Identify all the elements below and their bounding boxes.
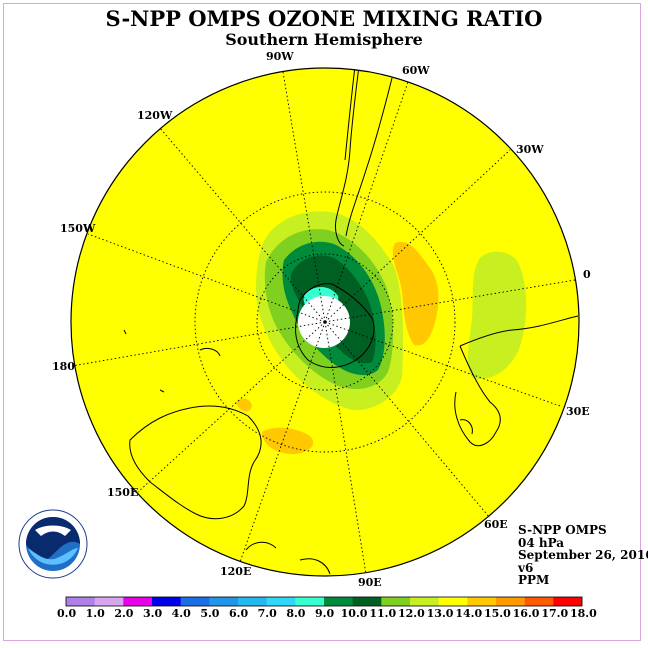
- lon-label-30w: 30W: [516, 143, 544, 156]
- colorbar-tick-label: 14.0: [455, 607, 483, 620]
- colorbar-swatch: [295, 597, 325, 606]
- colorbar-tick-label: 15.0: [484, 607, 511, 620]
- colorbar-tick-label: 9.0: [315, 607, 335, 620]
- map-boundary: [70, 67, 580, 577]
- colorbar-tick-label: 6.0: [229, 607, 249, 620]
- colorbar-swatch: [152, 597, 181, 606]
- colorbar-swatch: [123, 597, 153, 606]
- colorbar-swatch: [266, 597, 296, 606]
- info-date: September 26, 2016: [518, 548, 648, 562]
- lon-label-0: 0: [583, 268, 591, 281]
- orange-patch-south: [262, 427, 314, 455]
- info-version: v6: [518, 560, 534, 575]
- lon-label-60w: 60W: [402, 64, 430, 77]
- colorbar-tick-label: 17.0: [541, 607, 569, 620]
- info-block: S-NPP OMPS 04 hPa September 26, 2016 v6 …: [518, 524, 648, 587]
- colorbar-tick-label: 7.0: [257, 607, 277, 620]
- colorbar-swatch: [524, 597, 554, 606]
- colorbar-swatch: [553, 597, 583, 606]
- figure-frame: [3, 3, 641, 641]
- lon-label-60e: 60E: [484, 518, 508, 531]
- lon-label-120w: 120W: [137, 109, 173, 122]
- colorbar-tick-label: 8.0: [286, 607, 306, 620]
- noaa-logo: [18, 509, 88, 579]
- colorbar-swatch: [324, 597, 353, 606]
- info-level: 04 hPa: [518, 535, 565, 550]
- colorbar-swatch: [410, 597, 439, 606]
- graticule: [71, 71, 576, 575]
- lightgreen-patch-east: [467, 251, 527, 379]
- lon-label-180: 180: [52, 360, 75, 373]
- lon-label-90w: 90W: [266, 50, 294, 63]
- page-title: S-NPP OMPS OZONE MIXING RATIO: [105, 6, 543, 31]
- colorbar-tick-label: 5.0: [200, 607, 220, 620]
- colorbar-swatch: [209, 597, 239, 606]
- page-subtitle: Southern Hemisphere: [225, 30, 423, 49]
- colorbar-swatch: [381, 597, 411, 606]
- colorbar-tick-label: 10.0: [340, 607, 368, 620]
- lon-label-150w: 150W: [60, 222, 96, 235]
- colorbar-swatch: [438, 597, 468, 606]
- colorbar-tick-label: 18.0: [570, 607, 597, 620]
- south-pole-dot: [323, 320, 327, 324]
- colorbar-swatch: [180, 597, 210, 606]
- colorbar-tick-label: 11.0: [369, 607, 397, 620]
- colorbar-tick-label: 1.0: [85, 607, 105, 620]
- colorbar-swatch: [66, 597, 95, 606]
- colorbar-swatch: [352, 597, 382, 606]
- colorbar-tick-label: 13.0: [426, 607, 454, 620]
- colorbar-tick-label: 2.0: [114, 607, 134, 620]
- lon-label-150e: 150E: [107, 486, 139, 499]
- colorbar-swatch: [238, 597, 267, 606]
- info-instrument: S-NPP OMPS: [518, 523, 607, 537]
- colorbar-tick-label: 4.0: [171, 607, 191, 620]
- colorbar-outline: [65, 596, 583, 607]
- lon-label-30e: 30E: [566, 405, 590, 418]
- colorbar-swatch: [496, 597, 525, 606]
- lon-label-90e: 90E: [358, 576, 382, 589]
- orange-patch-east: [392, 241, 439, 346]
- colorbar-swatch: [467, 597, 497, 606]
- colorbar-tick-label: 12.0: [398, 607, 425, 620]
- info-units: PPM: [518, 573, 550, 587]
- colorbar-tick-label: 16.0: [512, 607, 540, 620]
- colorbar-tick-label: 0.0: [57, 607, 77, 620]
- colorbar-tick-label: 3.0: [143, 607, 163, 620]
- lon-label-120e: 120E: [220, 565, 252, 578]
- colorbar-swatch: [94, 597, 124, 606]
- colorbar: [65, 596, 583, 607]
- orange-patch-small: [236, 398, 252, 412]
